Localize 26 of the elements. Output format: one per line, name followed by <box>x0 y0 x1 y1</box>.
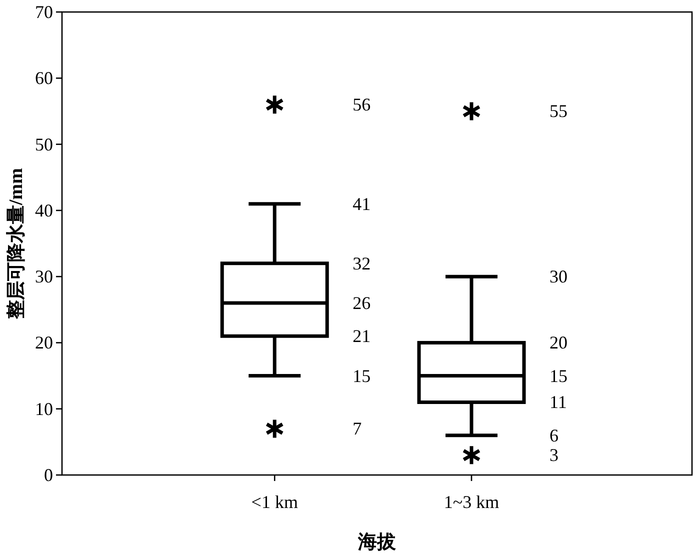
x-tick-label: 1~3 km <box>444 492 500 512</box>
annotation: 56 <box>352 94 371 115</box>
y-tick-label: 70 <box>35 2 53 22</box>
x-tick-label: <1 km <box>251 492 298 512</box>
annotation: 3 <box>550 445 558 466</box>
annotation: 32 <box>352 253 371 274</box>
y-tick-label: 60 <box>35 68 53 88</box>
annotation: 15 <box>550 366 568 386</box>
annotation: 41 <box>352 194 371 214</box>
annotation: 15 <box>352 366 371 386</box>
annotation: 21 <box>352 326 371 346</box>
y-tick-label: 20 <box>35 332 53 353</box>
x-axis-title: 海拔 <box>357 532 397 553</box>
annotation: 7 <box>352 418 362 439</box>
annotation: 26 <box>352 293 371 314</box>
y-tick-label: 50 <box>35 134 53 154</box>
annotation: 11 <box>550 392 567 412</box>
y-tick-label: 10 <box>35 398 53 419</box>
annotation: 6 <box>550 425 558 446</box>
y-axis-title: 整层可降水量/mm <box>5 168 27 320</box>
y-tick-label: 0 <box>44 465 53 485</box>
annotation: 30 <box>550 266 568 287</box>
y-tick-label: 30 <box>35 266 53 287</box>
y-tick-label: 40 <box>35 200 53 220</box>
annotation: 20 <box>550 332 568 353</box>
annotation: 55 <box>550 101 568 122</box>
